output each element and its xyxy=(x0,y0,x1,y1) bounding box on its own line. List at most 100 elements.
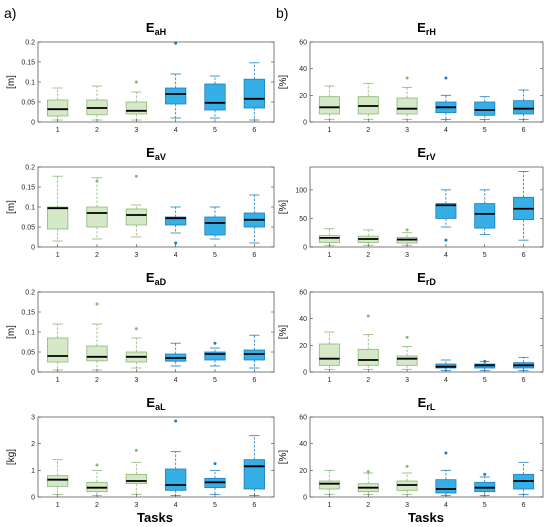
outlier-point xyxy=(174,419,178,423)
chart-title-sub: rH xyxy=(426,27,436,37)
chart-title-sub: aV xyxy=(155,152,166,162)
box-iqr xyxy=(47,99,69,117)
chart-title-main: E xyxy=(146,145,155,160)
box-iqr xyxy=(474,101,496,116)
box-task-2 xyxy=(357,229,379,246)
box-iqr xyxy=(86,345,108,362)
outlier-point xyxy=(405,335,409,339)
box-task-2 xyxy=(86,463,108,497)
box-task-4 xyxy=(165,206,187,245)
box-task-2 xyxy=(86,302,108,371)
x-tick-label: 1 xyxy=(56,377,60,384)
box-iqr xyxy=(318,343,340,366)
y-axis-label: [%] xyxy=(278,325,289,340)
chart-title: ErH xyxy=(417,20,436,37)
box-task-4 xyxy=(165,342,187,367)
box-task-5 xyxy=(474,472,496,497)
outlier-point xyxy=(95,179,99,183)
chart-title-sub: rV xyxy=(426,152,436,162)
outlier-point xyxy=(95,463,99,467)
box-task-3 xyxy=(396,76,418,120)
y-tick-label: 0.15 xyxy=(21,310,35,317)
box-task-4 xyxy=(165,419,187,497)
y-axis-label: [kg] xyxy=(6,449,17,465)
x-tick-label: 1 xyxy=(327,502,331,509)
x-tick-label: 4 xyxy=(444,377,448,384)
x-tick-label: 6 xyxy=(252,252,256,259)
outlier-point xyxy=(444,76,448,80)
x-tick-label: 5 xyxy=(483,377,487,384)
box-task-4 xyxy=(435,451,457,497)
x-tick-label: 6 xyxy=(252,377,256,384)
box-task-4 xyxy=(435,76,457,120)
x-tick-label: 6 xyxy=(522,502,526,509)
x-tick-label: 1 xyxy=(327,127,331,134)
box-iqr xyxy=(435,203,457,219)
x-tick-label: 5 xyxy=(213,502,217,509)
x-tick-label: 4 xyxy=(444,502,448,509)
outlier-point xyxy=(134,80,138,84)
y-tick-label: 40 xyxy=(299,316,307,323)
y-axis-label: [%] xyxy=(278,75,289,90)
outlier-point xyxy=(134,327,138,331)
y-tick-label: 0 xyxy=(303,370,307,377)
box-iqr xyxy=(396,97,418,115)
chart-title: EaD xyxy=(146,270,167,287)
outlier-point xyxy=(405,464,409,468)
x-tick-label: 5 xyxy=(483,502,487,509)
x-tick-label: 4 xyxy=(174,377,178,384)
x-tick-label: 3 xyxy=(134,252,138,259)
y-tick-label: 0.2 xyxy=(25,40,35,47)
x-tick-label: 2 xyxy=(366,502,370,509)
box-iqr xyxy=(318,480,340,490)
outlier-point xyxy=(213,462,217,466)
chart-title-sub: rL xyxy=(426,402,436,412)
box-task-5 xyxy=(474,189,496,235)
box-task-2 xyxy=(357,314,379,370)
outlier-point xyxy=(134,174,138,178)
box-iqr xyxy=(243,459,265,490)
y-tick-label: 1 xyxy=(31,468,35,475)
y-tick-label: 0 xyxy=(31,495,35,502)
box-iqr xyxy=(47,475,69,487)
plot-frame xyxy=(37,416,275,498)
x-tick-label: 3 xyxy=(405,502,409,509)
box-iqr xyxy=(474,203,496,229)
x-tick-label: 3 xyxy=(134,502,138,509)
y-tick-label: 2 xyxy=(31,441,35,448)
x-tick-label: 6 xyxy=(522,252,526,259)
box-task-6 xyxy=(243,435,265,497)
box-iqr xyxy=(165,87,187,105)
y-tick-label: 0.05 xyxy=(21,350,35,357)
box-task-3 xyxy=(396,335,418,370)
x-tick-label: 3 xyxy=(405,252,409,259)
box-iqr xyxy=(243,78,265,109)
box-task-5 xyxy=(204,75,226,119)
x-tick-label: 1 xyxy=(327,252,331,259)
chart-EaH: EaH 0 0.05 0.1 0.15 0.2 [m] 1 2 3 4 5 6 xyxy=(6,20,275,134)
box-iqr xyxy=(86,206,108,228)
x-tick-label: 4 xyxy=(444,127,448,134)
box-iqr xyxy=(125,473,147,485)
box-task-1 xyxy=(47,459,69,495)
chart-ErD: ErD 0 20 40 60 [%] 1 2 3 4 5 6 xyxy=(278,270,544,384)
plot-frame xyxy=(309,166,544,248)
y-tick-label: 100 xyxy=(295,187,307,194)
chart-title-main: E xyxy=(146,270,155,285)
box-task-3 xyxy=(125,327,147,369)
x-tick-label: 1 xyxy=(56,252,60,259)
box-task-2 xyxy=(357,82,379,120)
box-task-3 xyxy=(125,80,147,121)
chart-title: EaH xyxy=(146,20,166,37)
y-tick-label: 0 xyxy=(31,120,35,127)
box-task-5 xyxy=(474,96,496,120)
y-tick-label: 0 xyxy=(303,245,307,252)
plot-frame xyxy=(37,291,275,373)
x-axis-label-left: Tasks xyxy=(137,510,173,525)
y-tick-label: 3 xyxy=(31,415,35,422)
chart-title: ErV xyxy=(417,145,435,162)
y-tick-label: 0.15 xyxy=(21,60,35,67)
y-tick-label: 0 xyxy=(31,245,35,252)
chart-EaV: EaV 0 0.05 0.1 0.15 0.2 [m] 1 2 3 4 5 6 xyxy=(6,145,275,259)
